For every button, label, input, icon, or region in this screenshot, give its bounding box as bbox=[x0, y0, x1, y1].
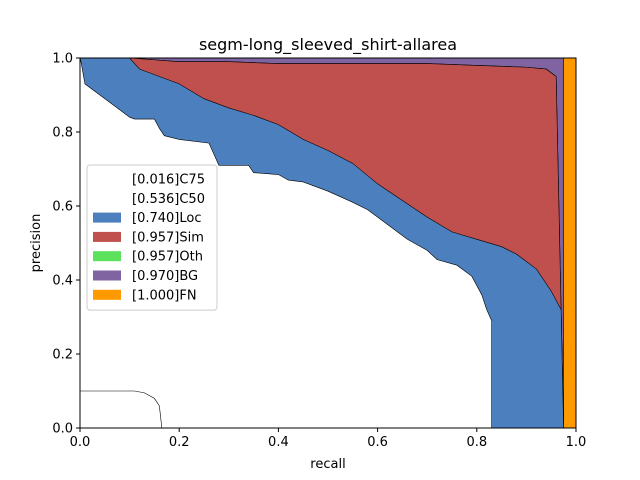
x-tick-label: 0.8 bbox=[466, 435, 487, 450]
legend-swatch-c75 bbox=[93, 174, 121, 184]
chart-title: segm-long_sleeved_shirt-allarea bbox=[199, 35, 457, 55]
x-tick-label: 0.6 bbox=[367, 435, 388, 450]
axis-ticks: 0.0 0.2 0.4 0.6 0.8 1.0 0.0 0.2 0.4 0.6 0.8 1.0 bbox=[52, 52, 586, 451]
legend-swatch-sim bbox=[93, 231, 121, 242]
y-tick-label: 0.2 bbox=[52, 348, 73, 363]
x-tick-label: 0.0 bbox=[70, 435, 91, 450]
legend-swatch-oth bbox=[93, 251, 121, 262]
legend: [0.016]C75 [0.536]C50 [0.740]Loc [0.957]Sim… bbox=[86, 164, 218, 311]
y-axis-label: precision bbox=[29, 214, 44, 273]
x-tick-label: 0.4 bbox=[268, 435, 289, 450]
area-c75 bbox=[79, 390, 163, 429]
legend-swatch-c50 bbox=[93, 193, 121, 204]
y-tick-label: 0.4 bbox=[52, 274, 73, 289]
y-tick-label: 0.8 bbox=[52, 126, 73, 141]
y-tick-label: 0.0 bbox=[52, 422, 73, 437]
legend-label-oth: [0.957]Oth bbox=[132, 250, 203, 265]
legend-label-sim: [0.957]Sim bbox=[132, 230, 204, 245]
legend-label-c75: [0.016]C75 bbox=[132, 173, 205, 188]
legend-swatch-fn bbox=[93, 289, 121, 300]
legend-swatch-loc bbox=[93, 212, 121, 223]
y-tick-label: 1.0 bbox=[52, 52, 73, 67]
legend-label-loc: [0.740]Loc bbox=[132, 211, 201, 226]
area-c50 bbox=[79, 57, 492, 429]
legend-label-c50: [0.536]C50 bbox=[132, 192, 205, 207]
x-tick-label: 1.0 bbox=[566, 435, 587, 450]
legend-label-fn: [1.000]FN bbox=[132, 288, 197, 303]
axes-frame bbox=[79, 57, 577, 429]
plot-area bbox=[79, 57, 577, 429]
x-tick-label: 0.2 bbox=[169, 435, 190, 450]
y-tick-label: 0.6 bbox=[52, 200, 73, 215]
legend-label-bg: [0.970]BG bbox=[132, 269, 198, 284]
x-axis-label: recall bbox=[310, 457, 345, 472]
legend-swatch-bg bbox=[93, 270, 121, 281]
